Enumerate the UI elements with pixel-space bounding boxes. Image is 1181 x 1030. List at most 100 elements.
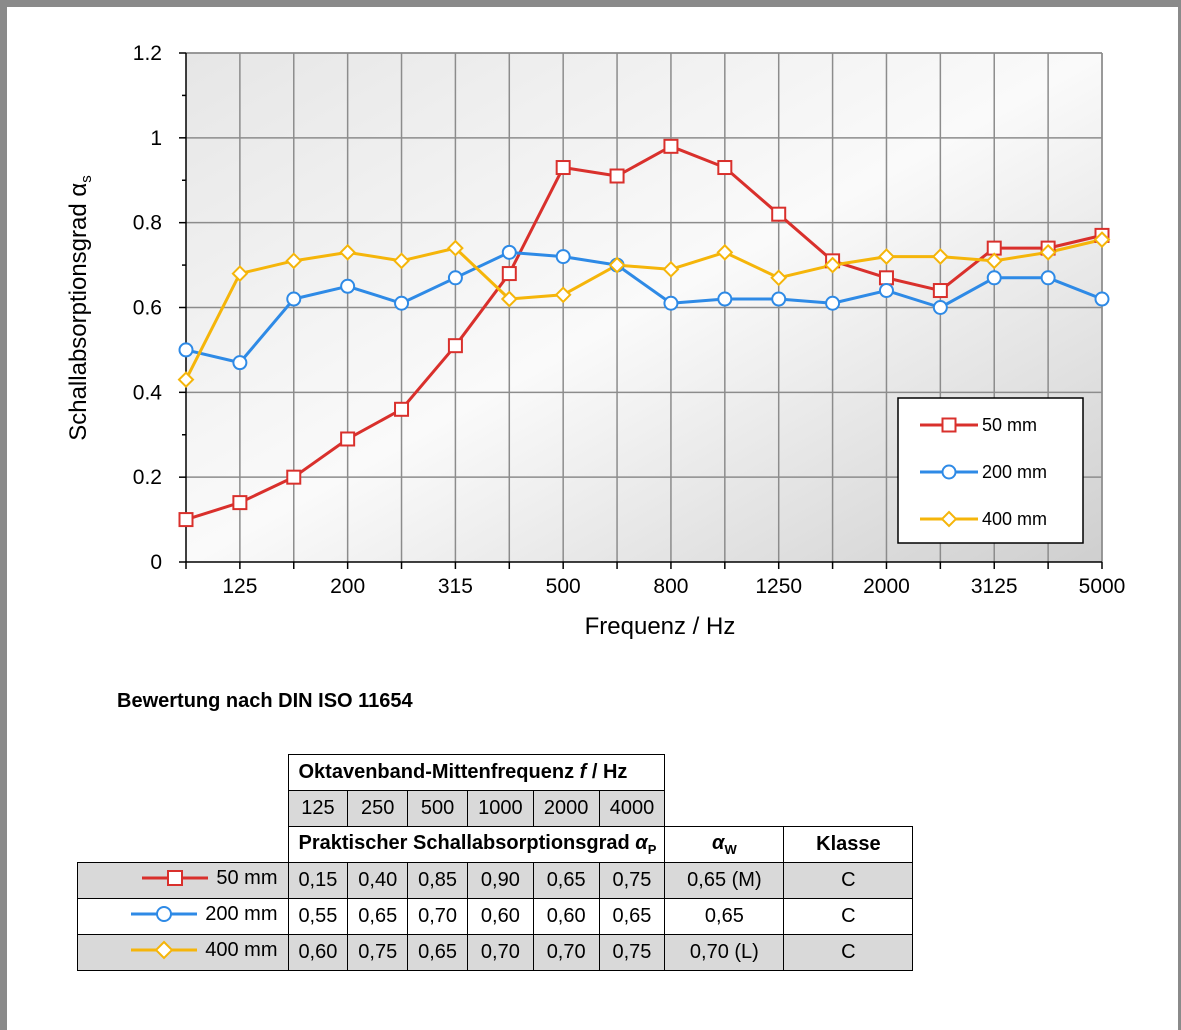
value-cell: 0,75 [598,934,666,971]
legend-marker [940,510,958,528]
x-tick-label: 200 [330,575,365,598]
y-axis-label: Schallabsorptionsgrad αs [65,175,95,441]
class-cell: C [783,898,914,935]
legend-diamond-icon [131,940,198,960]
data-point [1039,243,1057,261]
table-row: 400 mm 0,60 0,75 0,65 0,70 0,70 0,75 0,7… [77,934,914,971]
value-cell: 0,85 [407,862,468,899]
data-point [608,256,626,274]
data-point [1093,231,1111,249]
series [177,138,1111,528]
value-cell: 0,60 [466,898,534,935]
data-point [931,248,949,266]
table-row: 125 250 500 1000 2000 4000 [78,790,913,827]
table-row: Praktischer Schallabsorptionsgrad αP αW … [78,826,914,863]
x-tick-label: 500 [546,575,581,598]
data-point [340,278,356,294]
value-cell: 0,40 [347,862,409,899]
data-point [1040,270,1056,286]
data-point [501,266,517,282]
freq-cell: 2000 [532,790,600,827]
x-tick-label: 125 [222,575,257,598]
y-tick-label: 1.2 [133,42,162,65]
legend-label: 50 mm [982,415,1037,435]
data-point [501,244,517,260]
x-tick-label: 315 [438,575,473,598]
table-row: Oktavenband-Mittenfrequenz f / Hz [78,754,913,791]
y-tick-label: 0.4 [133,381,163,404]
data-point [394,295,410,311]
data-point [447,338,463,354]
row-legend: 400 mm [77,934,289,971]
data-point [824,256,842,274]
x-axis-label: Frequenz / Hz [585,613,736,640]
freq-header: Oktavenband-Mittenfrequenz f / Hz [287,754,666,791]
data-point [177,371,195,389]
value-cell: 0,65 [347,898,409,935]
value-cell: 0,15 [287,862,349,899]
x-tick-label: 800 [653,575,688,598]
x-tick-label: 2000 [863,575,910,598]
aw-header: αW [664,826,785,863]
data-point [447,270,463,286]
y-tick-label: 0.6 [133,297,162,320]
series-line [185,250,1103,365]
data-point [825,295,841,311]
data-point [446,239,464,257]
x-tick-label: 1250 [755,575,802,598]
data-point [717,291,733,307]
freq-cell: 4000 [598,790,666,827]
legend-label: 200 mm [982,462,1047,482]
legend-label: 400 mm [982,509,1047,529]
rating-table: Oktavenband-Mittenfrequenz f / Hz 125 25… [77,754,914,971]
table-row: 50 mm 0,15 0,40 0,85 0,90 0,65 0,75 0,65… [77,862,914,899]
row-legend: 200 mm [77,898,289,935]
data-point [1094,291,1110,307]
y-tick-label: 0 [150,551,162,574]
aw-cell: 0,65 [664,898,785,935]
value-cell: 0,75 [598,862,666,899]
value-cell: 0,60 [532,898,600,935]
data-point [500,290,518,308]
data-point [554,286,572,304]
value-cell: 0,90 [466,862,534,899]
value-cell: 0,65 [532,862,600,899]
data-point [340,431,356,447]
axes: 0 0.2 0.4 0.6 0.8 1 1.2 125 200 315 500 800 1250 2000… [133,42,1126,598]
data-point [878,270,894,286]
series-line [185,144,1103,522]
value-cell: 0,65 [407,934,468,971]
data-point [286,469,302,485]
data-point [878,248,895,266]
data-point [394,401,410,417]
data-point [932,283,948,299]
x-tick-label: 3125 [971,575,1018,598]
data-point [555,160,571,176]
data-point [770,269,788,287]
data-point [663,295,679,311]
data-point [231,265,249,282]
y-tick-label: 0.8 [133,212,162,235]
data-point [662,260,680,278]
legend-circle-icon [131,906,198,923]
data-point [339,243,357,261]
data-point [771,206,787,222]
rating-title: Bewertung nach DIN ISO 11654 [117,690,413,712]
data-point [932,300,948,315]
data-point [286,291,302,307]
legend-marker [941,417,957,433]
row-legend: 50 mm [77,862,289,899]
data-point [178,342,194,358]
data-point [717,160,733,176]
value-cell: 0,65 [598,898,666,935]
value-cell: 0,75 [347,934,409,971]
data-point [771,291,787,307]
value-cell: 0,60 [287,934,349,971]
data-point [285,252,303,270]
freq-cell: 1000 [466,790,534,827]
legend-square-icon [142,870,209,887]
data-point [609,168,625,184]
freq-cell: 125 [287,790,349,827]
data-point [555,249,571,265]
